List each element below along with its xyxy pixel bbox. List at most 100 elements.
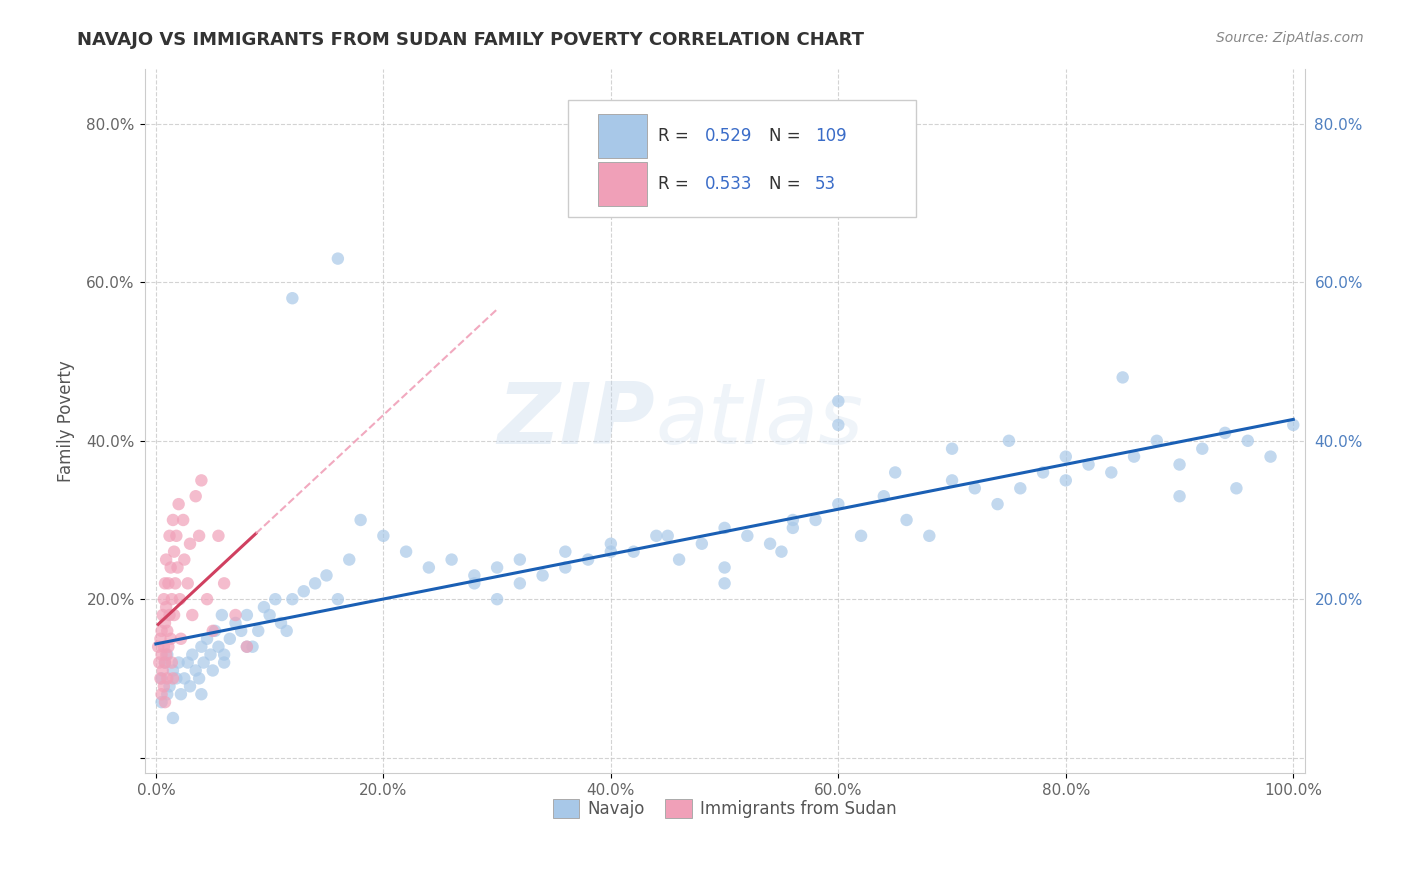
Point [156,687,179,701]
Point [1225,481,1247,495]
Point [599,537,621,551]
Point [193,656,215,670]
Point [225,607,247,622]
Point [509,552,531,566]
Point [150,624,173,638]
Point [153,576,176,591]
Point [849,529,872,543]
Point [440,552,463,566]
Point [181,607,204,622]
Point [163,544,186,558]
Point [782,521,804,535]
Point [195,592,218,607]
Point [1032,466,1054,480]
Point [163,607,186,622]
Point [623,544,645,558]
Point [157,640,180,654]
Point [200,648,222,662]
Text: 0.533: 0.533 [704,175,752,193]
Point [253,600,276,615]
Point [281,592,304,607]
Point [181,648,204,662]
Text: ZIP: ZIP [498,379,655,462]
Point [157,576,180,591]
Point [195,632,218,646]
Point [373,529,395,543]
Point [165,672,187,686]
Text: N =: N = [769,127,806,145]
Point [190,474,212,488]
Point [173,672,195,686]
Point [531,568,554,582]
Text: NAVAJO VS IMMIGRANTS FROM SUDAN FAMILY POVERTY CORRELATION CHART: NAVAJO VS IMMIGRANTS FROM SUDAN FAMILY P… [77,31,865,49]
Point [149,672,172,686]
Point [884,466,907,480]
Point [167,497,190,511]
Point [1168,458,1191,472]
FancyBboxPatch shape [568,100,917,217]
Point [486,592,509,607]
Point [554,544,576,558]
Point [599,544,621,558]
Point [179,679,201,693]
Point [162,664,184,678]
Point [165,529,187,543]
Point [713,560,735,574]
Point [1213,425,1236,440]
Point [554,560,576,574]
Point [167,656,190,670]
Point [1077,458,1099,472]
Point [998,434,1021,448]
Point [941,442,963,456]
Point [207,529,229,543]
Point [1260,450,1282,464]
Text: R =: R = [658,175,695,193]
Point [212,576,235,591]
Point [152,664,174,678]
Point [1168,489,1191,503]
Point [657,529,679,543]
Point [326,252,349,266]
Point [212,656,235,670]
Point [170,632,193,646]
Point [645,529,668,543]
Point [804,513,827,527]
Point [172,513,194,527]
Point [337,552,360,566]
Point [156,672,179,686]
Point [236,607,259,622]
Point [150,695,173,709]
Point [231,624,253,638]
Point [188,529,211,543]
Point [152,607,174,622]
Point [963,481,986,495]
Point [918,529,941,543]
Point [153,656,176,670]
Point [395,544,418,558]
Point [153,640,176,654]
Point [576,552,599,566]
Point [156,648,179,662]
Point [281,291,304,305]
Point [1191,442,1213,456]
Point [150,687,173,701]
Point [184,489,207,503]
Text: Source: ZipAtlas.com: Source: ZipAtlas.com [1216,31,1364,45]
Point [292,584,315,599]
Point [264,592,287,607]
Point [153,656,176,670]
Y-axis label: Family Poverty: Family Poverty [58,360,75,482]
FancyBboxPatch shape [598,114,647,158]
Point [150,648,173,662]
Point [159,607,181,622]
Point [155,552,177,566]
Point [1054,450,1077,464]
Point [190,687,212,701]
Point [173,552,195,566]
FancyBboxPatch shape [598,162,647,206]
Point [177,656,200,670]
Point [1236,434,1258,448]
Point [827,417,849,432]
Point [713,521,735,535]
Point [1054,474,1077,488]
